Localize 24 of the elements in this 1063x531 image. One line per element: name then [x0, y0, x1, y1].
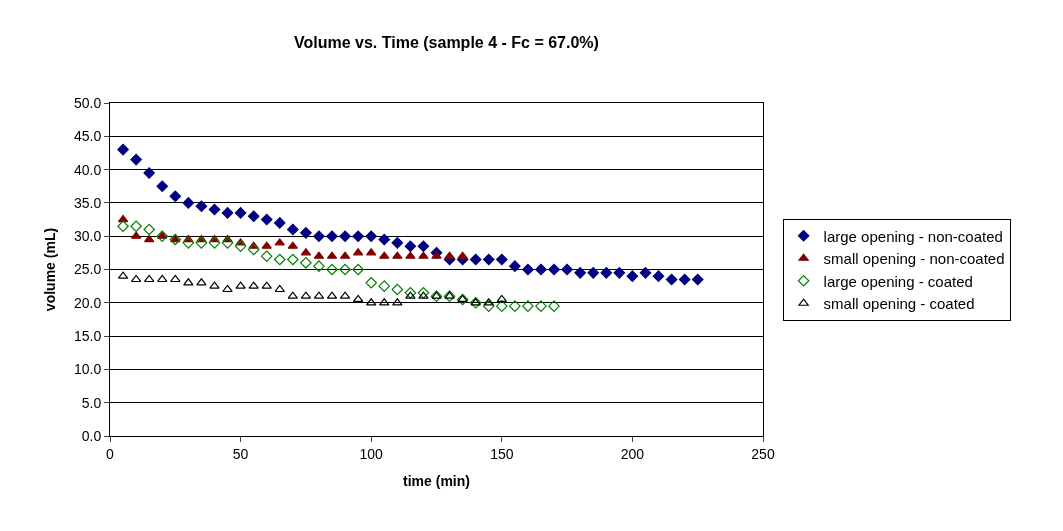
legend-label: large opening - coated — [823, 272, 973, 290]
x-tick-label: 0 — [106, 445, 115, 462]
legend-label: small opening - coated — [823, 295, 975, 313]
y-tick-label: 15.0 — [73, 328, 102, 344]
y-tick-label: 40.0 — [73, 161, 102, 178]
y-tick-label: 25.0 — [73, 261, 102, 278]
y-tick-label: 50.0 — [73, 94, 102, 111]
y-tick-label: 10.0 — [73, 361, 102, 378]
x-tick-label: 50 — [232, 445, 249, 462]
chart-title: Volume vs. Time (sample 4 - Fc = 67.0%) — [294, 34, 599, 52]
y-tick-label: 30.0 — [73, 228, 102, 245]
legend-label: small opening - non-coated — [823, 250, 1005, 268]
x-tick-label: 100 — [359, 445, 384, 462]
y-tick-label: 45.0 — [73, 128, 102, 145]
legend-label: large opening - non-coated — [823, 227, 1003, 245]
x-tick-label: 150 — [490, 445, 514, 462]
x-tick-label: 200 — [620, 445, 645, 462]
y-axis-title: volume (mL) — [41, 227, 58, 312]
y-tick-label: 35.0 — [73, 194, 102, 211]
y-tick-label: 0.0 — [81, 427, 102, 444]
y-tick-label: 20.0 — [73, 294, 102, 311]
y-tick-label: 5.0 — [81, 394, 102, 411]
x-tick-label: 250 — [751, 445, 775, 462]
x-axis-title: time (min) — [403, 473, 470, 490]
